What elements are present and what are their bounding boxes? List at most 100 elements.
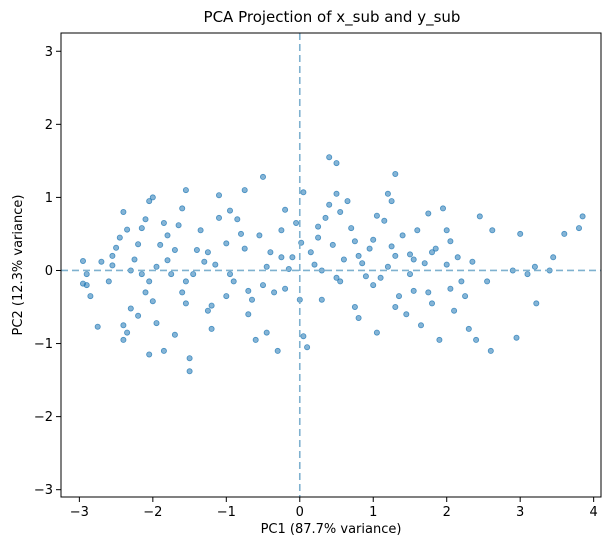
- scatter-point: [517, 230, 524, 237]
- scatter-point: [263, 329, 270, 336]
- scatter-point: [146, 351, 153, 358]
- scatter-point: [138, 271, 145, 278]
- scatter-point: [373, 329, 380, 336]
- scatter-point: [487, 347, 494, 354]
- chart-title: PCA Projection of x_sub and y_sub: [204, 8, 461, 27]
- scatter-point: [215, 192, 222, 199]
- scatter-point: [234, 216, 241, 223]
- scatter-point: [403, 311, 410, 318]
- scatter-point: [337, 278, 344, 285]
- scatter-point: [127, 305, 134, 312]
- scatter-point: [267, 249, 274, 256]
- scatter-point: [388, 243, 395, 250]
- scatter-point: [149, 194, 156, 201]
- scatter-point: [484, 278, 491, 285]
- scatter-point: [223, 293, 230, 300]
- scatter-point: [131, 256, 138, 263]
- scatter-point: [533, 300, 540, 307]
- x-tick-label: 0: [296, 505, 304, 520]
- scatter-point: [226, 207, 233, 214]
- y-tick-label: −2: [34, 410, 53, 425]
- scatter-point: [425, 210, 432, 217]
- scatter-point: [212, 261, 219, 268]
- scatter-point: [447, 238, 454, 245]
- scatter-point: [524, 271, 531, 278]
- y-tick-label: 3: [45, 45, 53, 60]
- scatter-point: [182, 278, 189, 285]
- scatter-point: [384, 190, 391, 197]
- y-tick-label: −3: [34, 483, 53, 498]
- scatter-point: [489, 227, 496, 234]
- scatter-point: [388, 198, 395, 205]
- scatter-point: [204, 249, 211, 256]
- scatter-point: [98, 258, 105, 265]
- scatter-point: [410, 287, 417, 294]
- scatter-point: [197, 227, 204, 234]
- scatter-point: [300, 333, 307, 340]
- scatter-point: [263, 263, 270, 270]
- scatter-point: [215, 214, 222, 221]
- scatter-point: [351, 303, 358, 310]
- scatter-point: [237, 230, 244, 237]
- y-tick-label: 1: [45, 191, 53, 206]
- scatter-point: [425, 289, 432, 296]
- scatter-point: [550, 254, 557, 261]
- scatter-point: [120, 208, 127, 215]
- scatter-point: [153, 320, 160, 327]
- scatter-point: [204, 307, 211, 314]
- scatter-point: [175, 222, 182, 229]
- scatter-point: [182, 300, 189, 307]
- scatter-point: [436, 336, 443, 343]
- scatter-point: [304, 344, 311, 351]
- plot-area: [61, 33, 601, 497]
- scatter-point: [278, 254, 285, 261]
- scatter-point: [432, 245, 439, 252]
- scatter-point: [248, 296, 255, 303]
- scatter-point: [392, 170, 399, 177]
- scatter-point: [326, 201, 333, 208]
- scatter-point: [373, 212, 380, 219]
- scatter-point: [384, 263, 391, 270]
- x-tick-label: 1: [369, 505, 377, 520]
- scatter-point: [124, 226, 131, 233]
- scatter-point: [447, 285, 454, 292]
- scatter-point: [146, 198, 153, 205]
- scatter-point: [406, 251, 413, 258]
- scatter-point: [241, 187, 248, 194]
- scatter-point: [293, 219, 300, 226]
- scatter-point: [318, 296, 325, 303]
- scatter-point: [135, 241, 142, 248]
- scatter-point: [168, 271, 175, 278]
- scatter-point: [451, 307, 458, 314]
- scatter-point: [410, 256, 417, 263]
- scatter-point: [417, 322, 424, 329]
- scatter-point: [322, 214, 329, 221]
- scatter-point: [282, 206, 289, 213]
- scatter-point: [278, 227, 285, 234]
- scatter-point: [395, 293, 402, 300]
- scatter-point: [146, 278, 153, 285]
- x-tick-label: 2: [443, 505, 451, 520]
- y-axis-label: PC2 (12.3% variance): [11, 195, 26, 336]
- scatter-point: [105, 278, 112, 285]
- x-tick-label: −3: [70, 505, 89, 520]
- scatter-point: [377, 274, 384, 281]
- y-tick-label: 2: [45, 118, 53, 133]
- scatter-point: [333, 160, 340, 167]
- scatter-point: [245, 287, 252, 294]
- x-axis-label: PC1 (87.7% variance): [261, 522, 402, 537]
- scatter-point: [182, 187, 189, 194]
- scatter-point: [458, 278, 465, 285]
- scatter-point: [473, 336, 480, 343]
- scatter-point: [561, 230, 568, 237]
- scatter-point: [186, 355, 193, 362]
- scatter-point: [193, 246, 200, 253]
- scatter-point: [149, 298, 156, 305]
- scatter-point: [300, 189, 307, 196]
- scatter-point: [208, 302, 215, 309]
- scatter-point: [465, 325, 472, 332]
- scatter-point: [83, 271, 90, 278]
- scatter-point: [348, 225, 355, 232]
